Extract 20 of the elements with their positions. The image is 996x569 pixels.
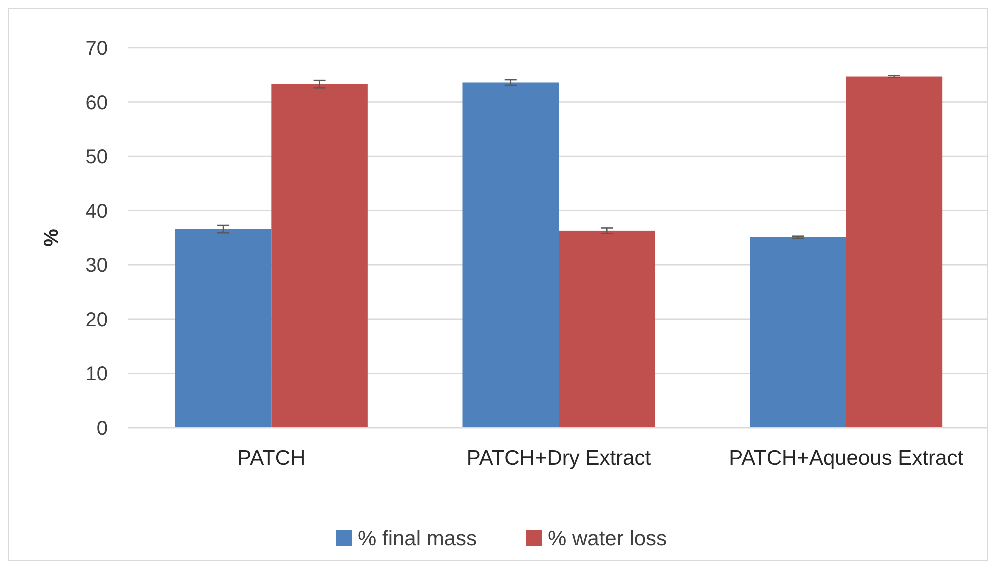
legend-label: % water loss (548, 527, 668, 550)
y-tick-label: 30 (86, 255, 108, 278)
y-tick-label: 20 (86, 309, 108, 332)
y-tick-label: 0 (96, 418, 108, 440)
y-axis-title: % (41, 228, 63, 247)
y-tick-label: 10 (86, 364, 108, 386)
y-tick-label: 70 (86, 38, 108, 60)
x-tick-label: PATCH+Aqueous Extract (729, 447, 964, 470)
bar (559, 230, 656, 428)
y-tick-label: 60 (86, 92, 108, 114)
x-tick-label: PATCH (238, 447, 306, 470)
y-tick-label: 50 (86, 146, 108, 169)
y-tick-label: 40 (86, 200, 108, 223)
bar (272, 84, 368, 428)
bar (750, 237, 846, 428)
bar (846, 76, 943, 428)
bar (175, 229, 272, 428)
x-tick-label: PATCH+Dry Extract (466, 447, 652, 470)
legend-label: % final mass (358, 527, 478, 550)
bar (462, 82, 559, 428)
